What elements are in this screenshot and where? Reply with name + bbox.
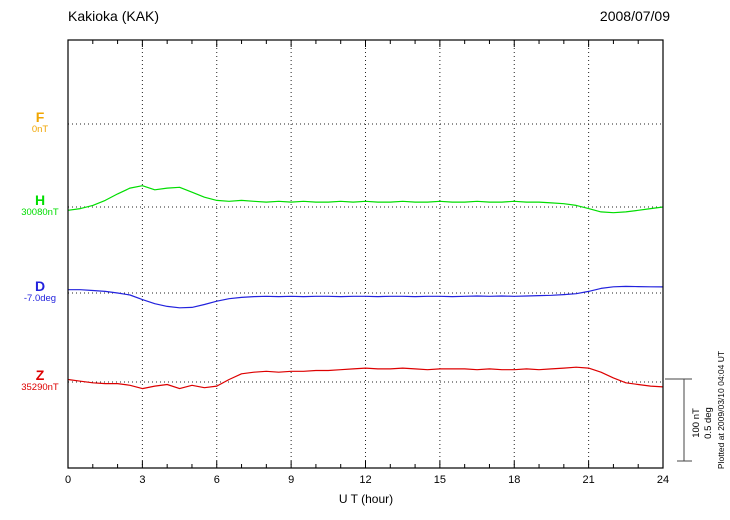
x-tick-label-0: 0 [64,474,72,486]
x-tick-label-3: 3 [139,474,146,486]
channel-letter-F: F [35,109,45,125]
channel-letter-H: H [34,192,46,208]
x-axis-title: U T (hour) [338,492,394,506]
trace-Z [67,366,664,390]
scale-bar-label-nt: 100 nT [691,408,702,438]
trace-H [67,185,664,214]
channel-baseline-value-Z: 35290nT [21,382,59,393]
plot-frame [67,39,664,469]
station-title: Kakioka (KAK) [68,8,160,24]
x-tick-label-24: 24 [656,474,670,486]
plot-date: 2008/07/09 [599,8,670,24]
channel-baseline-value-D: -7.0deg [23,293,57,304]
scale-bar-label-deg: 0.5 deg [703,407,714,439]
channel-baseline-value-F: 0nT [31,124,49,135]
channel-label-H: H 30080nT [4,193,76,218]
scale-bar-label: 100 nT 0.5 deg [691,397,715,449]
x-tick-label-6: 6 [213,474,220,486]
trace-D [68,285,664,309]
channel-label-D: D -7.0deg [4,279,76,304]
channel-label-Z: Z 35290nT [4,368,76,393]
channel-label-F: F 0nT [4,110,76,135]
channel-letter-D: D [34,278,46,294]
x-tick-label-15: 15 [433,474,446,486]
x-tick-label-9: 9 [288,474,295,486]
channel-baseline-value-H: 30080nT [21,207,59,218]
x-tick-label-12: 12 [359,474,372,486]
channel-letter-Z: Z [35,367,45,383]
x-tick-label-21: 21 [582,474,595,486]
plotted-at-note: Plotted at 2009/03/10 04:04 UT [716,350,726,470]
x-tick-label-18: 18 [508,474,521,486]
